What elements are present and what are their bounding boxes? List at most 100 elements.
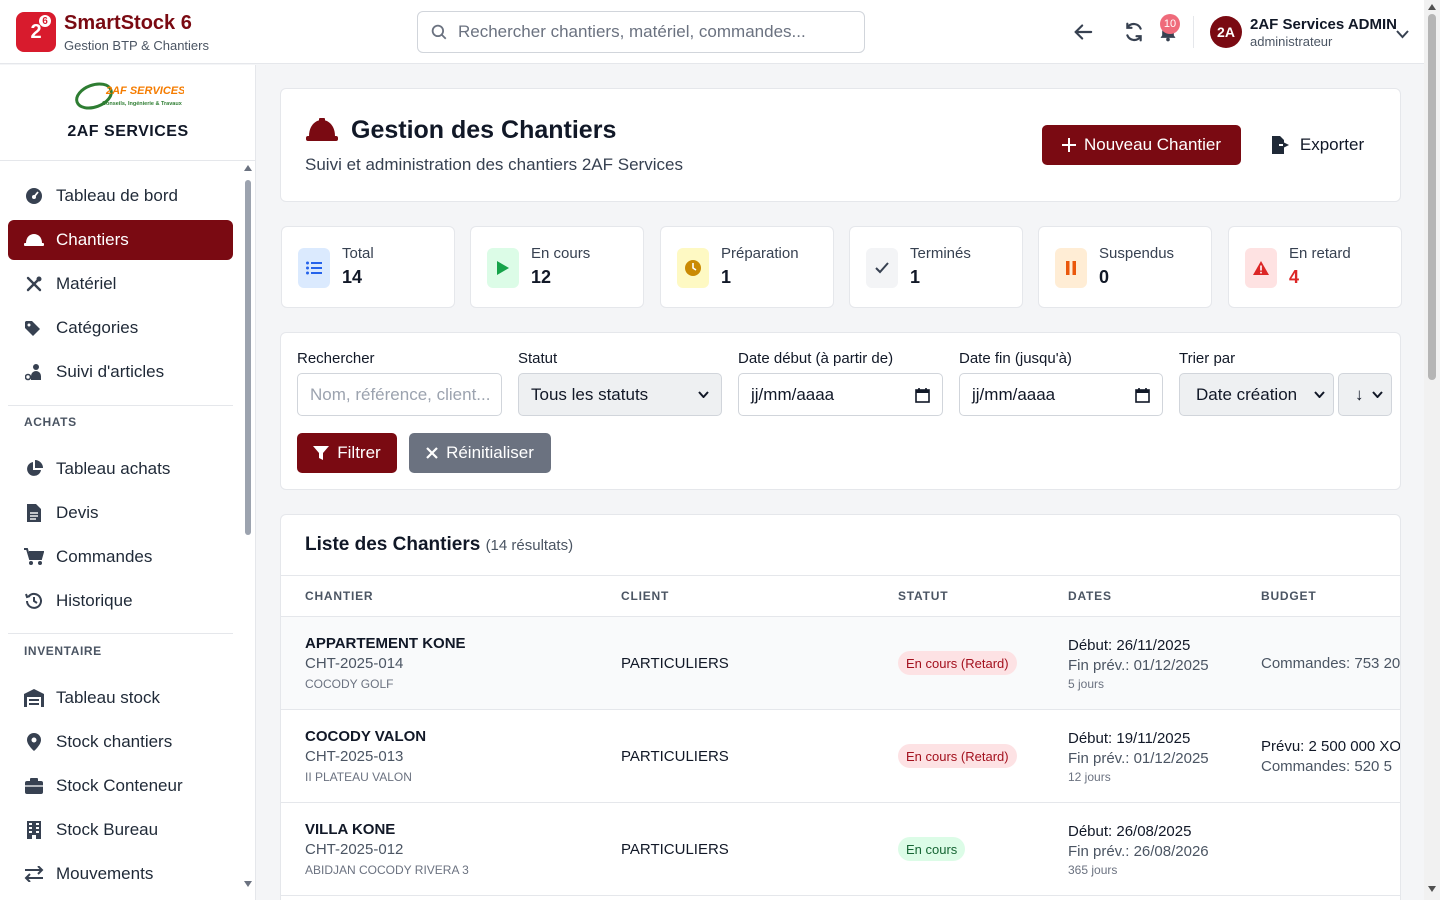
- sidebar: 2AF SERVICES Conseils, Ingénierie & Trav…: [0, 65, 256, 900]
- nav-section-inventaire: INVENTAIRE: [24, 644, 102, 658]
- table-row[interactable]: APPARTEMENT KONE CHT-2025-014 COCODY GOLF P…: [281, 617, 1400, 710]
- org-name: 2AF SERVICES: [67, 123, 189, 140]
- nav-section-achats: ACHATS: [24, 415, 77, 429]
- stat-label: Préparation: [721, 245, 799, 262]
- new-chantier-button[interactable]: Nouveau Chantier: [1042, 125, 1241, 165]
- file-export-icon: [1271, 136, 1289, 154]
- sidebar-item-tableau-achats[interactable]: Tableau achats: [8, 449, 233, 489]
- chantier-name[interactable]: APPARTEMENT KONE: [305, 635, 466, 652]
- topbar-divider: [1193, 16, 1194, 48]
- status-badge: En cours (Retard): [898, 744, 1017, 768]
- search-filter-input[interactable]: Nom, référence, client...: [297, 373, 502, 416]
- sidebar-item-suivi-d-articles[interactable]: Suivi d'articles: [8, 352, 233, 392]
- stat-label: Terminés: [910, 245, 971, 262]
- pause-icon: [1055, 248, 1087, 288]
- sidebar-item-chantiers[interactable]: Chantiers: [8, 220, 233, 260]
- duration: 12 jours: [1068, 770, 1111, 784]
- sidebar-item-categories[interactable]: Catégories: [8, 308, 233, 348]
- user-role: administrateur: [1250, 34, 1333, 49]
- back-arrow-icon[interactable]: [1071, 20, 1095, 44]
- svg-text:2AF SERVICES: 2AF SERVICES: [105, 85, 184, 97]
- end-date-input[interactable]: jj/mm/aaaa: [959, 373, 1163, 416]
- document-icon: [24, 503, 44, 523]
- user-name[interactable]: 2AF Services ADMIN: [1250, 16, 1397, 33]
- status-select[interactable]: Tous les statuts: [518, 373, 722, 416]
- play-icon: [487, 248, 519, 288]
- sidebar-item-tableau-de-bord[interactable]: Tableau de bord: [8, 176, 233, 216]
- client-name: PARTICULIERS: [621, 841, 729, 858]
- search-filter-label: Rechercher: [297, 350, 375, 367]
- app-name: SmartStock 6: [64, 12, 192, 34]
- sort-select[interactable]: Date création: [1179, 373, 1334, 416]
- column-header-dates[interactable]: DATES: [1068, 589, 1112, 603]
- stat-value: 12: [531, 267, 552, 287]
- building-icon: [24, 820, 44, 840]
- calendar-icon[interactable]: [1135, 387, 1150, 403]
- status-select-value: Tous les statuts: [531, 384, 649, 404]
- column-header-budget[interactable]: BUDGET: [1261, 589, 1317, 603]
- chantier-reference: CHT-2025-012: [305, 841, 404, 858]
- sidebar-scrollbar[interactable]: [242, 165, 254, 900]
- start-date: Début: 26/08/2025: [1068, 823, 1192, 840]
- planned-end-date: Fin prév.: 26/08/2026: [1068, 843, 1209, 860]
- sidebar-item-historique[interactable]: Historique: [8, 581, 233, 621]
- stat-label: Total: [342, 245, 374, 262]
- global-search[interactable]: [417, 11, 865, 53]
- chevron-down-icon: [1314, 391, 1325, 398]
- column-header-chantier[interactable]: CHANTIER: [305, 589, 374, 603]
- sidebar-scroll-thumb[interactable]: [245, 180, 251, 535]
- sidebar-item-mouvements[interactable]: Mouvements: [8, 854, 233, 894]
- column-header-statut[interactable]: STATUT: [898, 589, 949, 603]
- client-name: PARTICULIERS: [621, 748, 729, 765]
- refresh-icon[interactable]: [1122, 20, 1146, 44]
- chevron-down-icon[interactable]: [1396, 26, 1409, 44]
- status-badge: En cours: [898, 837, 966, 861]
- client-name: PARTICULIERS: [621, 655, 729, 672]
- table-row[interactable]: COCODY VALON CHT-2025-013 II PLATEAU VALON…: [281, 710, 1400, 803]
- clock-icon: [677, 248, 709, 288]
- stat-card-en-retard: En retard 4: [1228, 226, 1402, 308]
- sidebar-item-commandes[interactable]: Commandes: [8, 537, 233, 577]
- sidebar-item-label: Mouvements: [56, 864, 154, 883]
- list-count: (14 résultats): [485, 537, 574, 554]
- calendar-icon[interactable]: [915, 387, 930, 403]
- column-header-client[interactable]: CLIENT: [621, 589, 670, 603]
- table-row[interactable]: VILLA KONE CHT-2025-012 ABIDJAN COCODY RIV…: [281, 803, 1400, 896]
- stat-card-en-cours: En cours 12: [470, 226, 644, 308]
- stat-label: Suspendus: [1099, 245, 1175, 262]
- global-search-input[interactable]: [458, 22, 838, 42]
- app-logo-text: 2: [30, 20, 42, 43]
- chantier-name[interactable]: COCODY VALON: [305, 728, 427, 745]
- app-subtitle: Gestion BTP & Chantiers: [64, 38, 209, 53]
- tags-icon: [24, 318, 44, 338]
- sort-label: Trier par: [1179, 350, 1236, 367]
- sidebar-item-tableau-stock[interactable]: Tableau stock: [8, 678, 233, 718]
- sidebar-item-devis[interactable]: Devis: [8, 493, 233, 533]
- export-button[interactable]: Exporter: [1262, 125, 1372, 165]
- start-date: Début: 26/11/2025: [1068, 637, 1191, 654]
- sidebar-item-stock-chantiers[interactable]: Stock chantiers: [8, 722, 233, 762]
- sidebar-item-label: Chantiers: [56, 230, 129, 249]
- sidebar-divider: [0, 160, 255, 161]
- search-icon: [431, 24, 447, 40]
- sidebar-item-stock-bureau[interactable]: Stock Bureau: [8, 810, 233, 850]
- sidebar-item-stock-conteneur[interactable]: Stock Conteneur: [8, 766, 233, 806]
- hard-hat-icon: [24, 230, 44, 250]
- page-scroll-thumb[interactable]: [1428, 14, 1436, 380]
- hard-hat-icon: [305, 116, 339, 149]
- avatar[interactable]: 2A: [1210, 16, 1242, 48]
- chantier-name[interactable]: VILLA KONE: [305, 821, 396, 838]
- sidebar-item-label: Stock Conteneur: [56, 776, 183, 795]
- filter-button[interactable]: Filtrer: [297, 433, 397, 473]
- duration: 5 jours: [1068, 677, 1105, 691]
- reset-button[interactable]: Réinitialiser: [409, 433, 551, 473]
- sidebar-item-label: Matériel: [56, 274, 117, 293]
- chantier-location: II PLATEAU VALON: [305, 770, 412, 784]
- chantier-reference: CHT-2025-013: [305, 748, 404, 765]
- sort-order-select[interactable]: ↓: [1338, 373, 1392, 416]
- sidebar-item-materiel[interactable]: Matériel: [8, 264, 233, 304]
- start-date-input[interactable]: jj/mm/aaaa: [738, 373, 943, 416]
- app-logo-sup: 6: [39, 15, 51, 27]
- sidebar-item-label: Stock Bureau: [56, 820, 159, 839]
